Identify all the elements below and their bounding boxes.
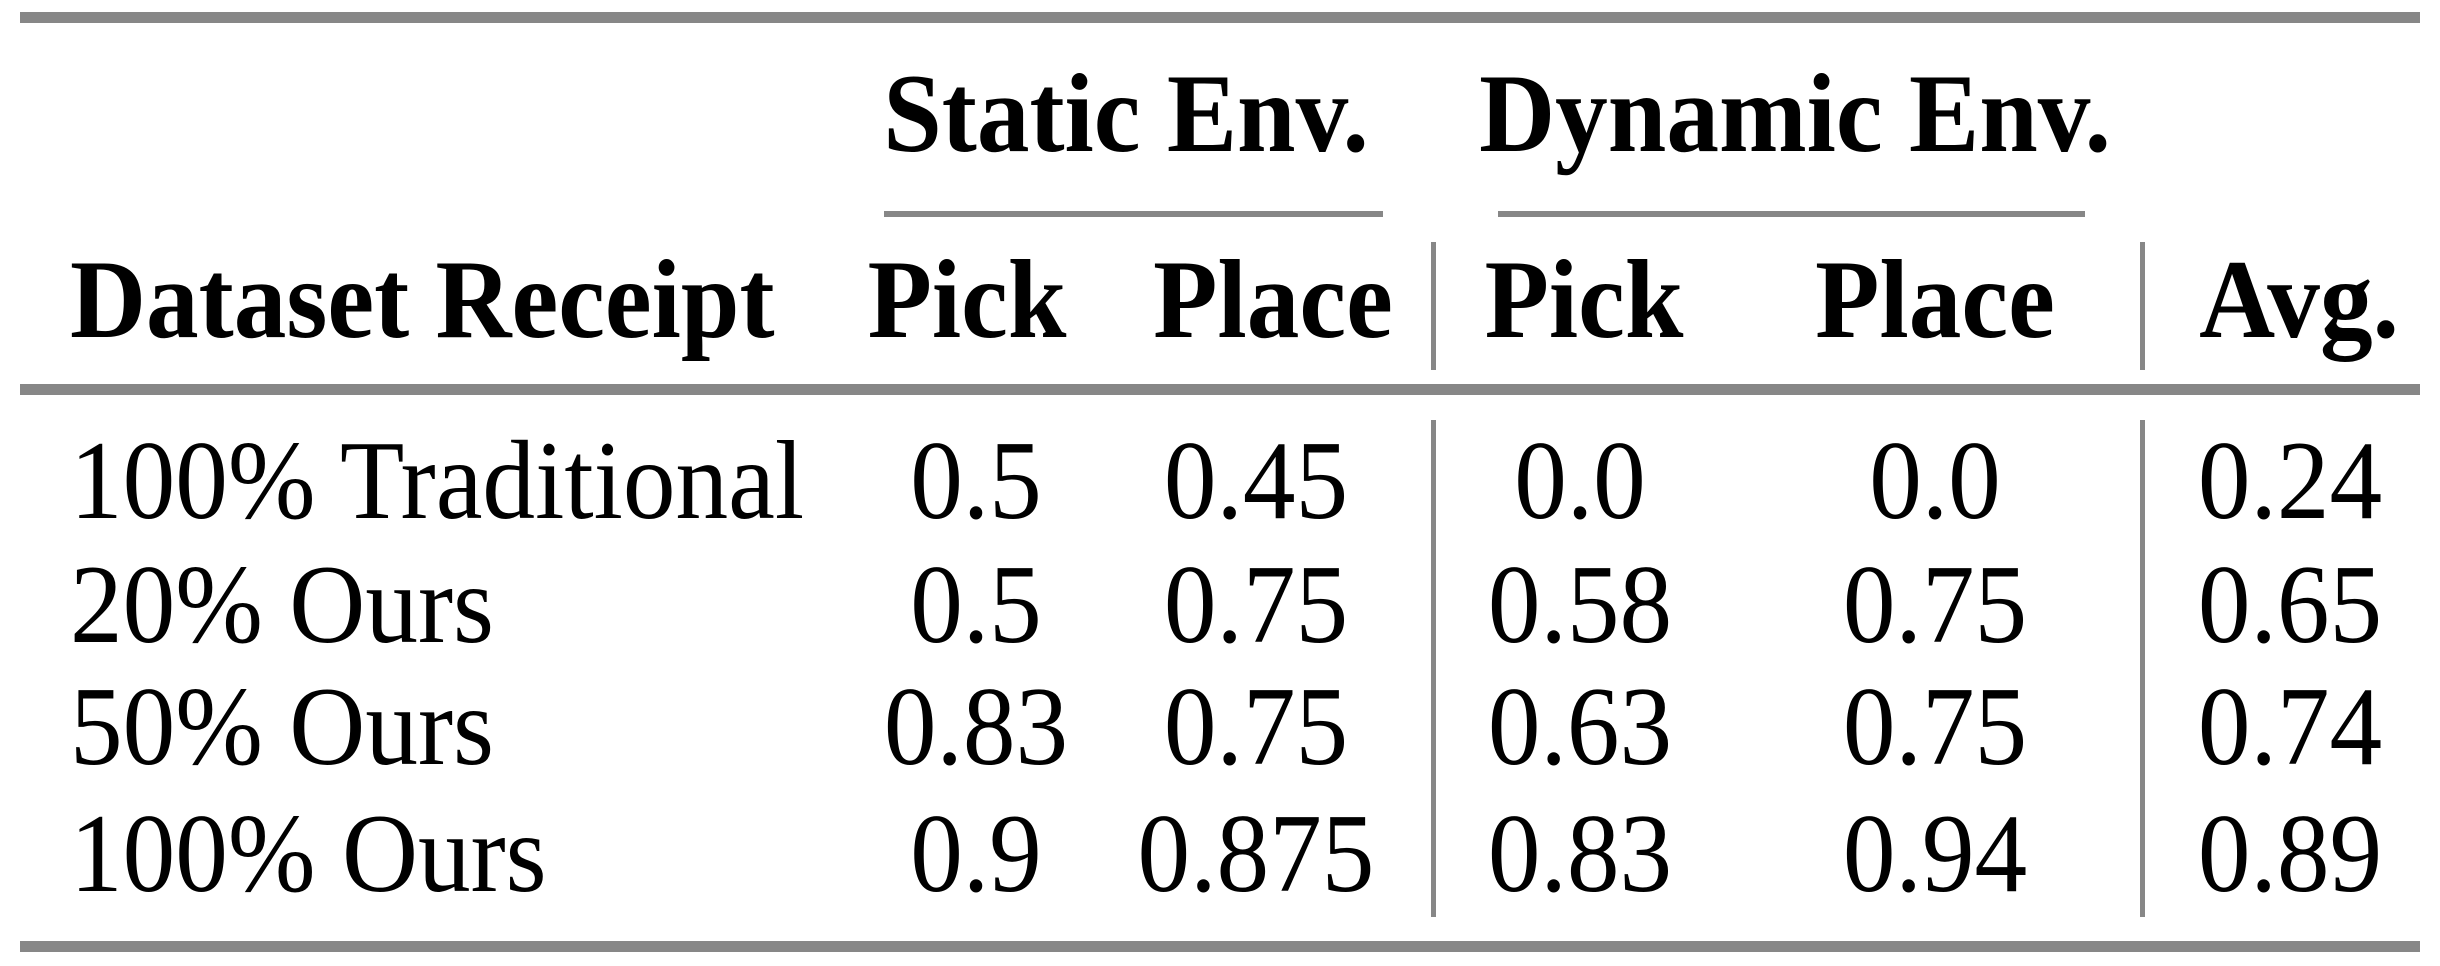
cmidrule-static-env — [884, 211, 1383, 217]
row-label: 100% Ours — [70, 792, 547, 916]
bottom-rule — [20, 941, 2420, 952]
vertical-separator-2-header — [2140, 242, 2145, 370]
cell-static-pick: 0.5 — [910, 543, 1042, 667]
vertical-separator-1-body — [1431, 420, 1436, 917]
header-dataset-receipt: Dataset Receipt — [70, 238, 775, 362]
cell-dynamic-pick: 0.83 — [1487, 792, 1673, 916]
header-static-place: Place — [1153, 238, 1393, 362]
top-rule — [20, 12, 2420, 23]
mid-rule — [20, 384, 2420, 395]
cmidrule-dynamic-env — [1498, 211, 2085, 217]
cell-static-pick: 0.9 — [910, 792, 1042, 916]
cell-dynamic-place: 0.75 — [1842, 665, 2028, 789]
row-label: 20% Ours — [70, 543, 494, 667]
cell-dynamic-pick: 0.0 — [1514, 419, 1646, 543]
row-label: 100% Traditional — [70, 419, 805, 543]
cell-dynamic-place: 0.0 — [1869, 419, 2001, 543]
cell-avg: 0.74 — [2197, 665, 2383, 789]
column-group-dynamic-env: Dynamic Env. — [1479, 52, 2111, 176]
vertical-separator-1-header — [1431, 242, 1436, 370]
cell-static-pick: 0.5 — [910, 419, 1042, 543]
cell-dynamic-place: 0.75 — [1842, 543, 2028, 667]
cell-avg: 0.65 — [2197, 543, 2383, 667]
vertical-separator-2-body — [2140, 420, 2145, 917]
cell-avg: 0.89 — [2197, 792, 2383, 916]
cell-static-place: 0.875 — [1137, 792, 1375, 916]
cell-avg: 0.24 — [2197, 419, 2383, 543]
cell-dynamic-pick: 0.63 — [1487, 665, 1673, 789]
header-dynamic-pick: Pick — [1484, 238, 1684, 362]
cell-dynamic-place: 0.94 — [1842, 792, 2028, 916]
header-avg: Avg. — [2199, 238, 2399, 362]
header-static-pick: Pick — [867, 238, 1067, 362]
header-dynamic-place: Place — [1815, 238, 2055, 362]
cell-static-pick: 0.83 — [883, 665, 1069, 789]
cell-static-place: 0.75 — [1163, 665, 1349, 789]
cell-static-place: 0.45 — [1163, 419, 1349, 543]
row-label: 50% Ours — [70, 665, 494, 789]
cell-dynamic-pick: 0.58 — [1487, 543, 1673, 667]
cell-static-place: 0.75 — [1163, 543, 1349, 667]
column-group-static-env: Static Env. — [883, 52, 1369, 176]
